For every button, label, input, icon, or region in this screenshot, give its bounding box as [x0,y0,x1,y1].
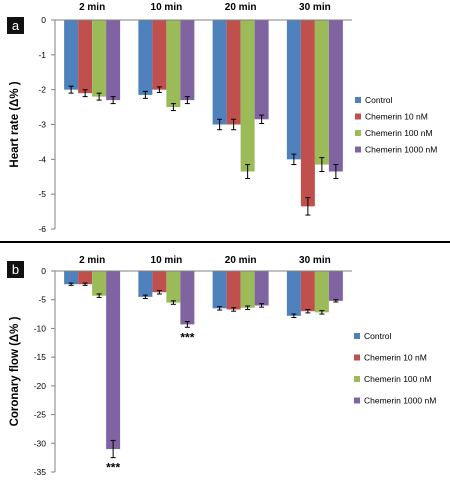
bar-chemerin-100-nm-30-min [314,271,329,313]
bar-chemerin-1000-nm-2-min [106,20,121,101]
panel-label-box [7,261,24,278]
bar-chemerin-100-nm-2-min [92,20,107,97]
panel-label-box [7,17,24,34]
y-tick-label: -5 [38,189,46,199]
legend-swatch-chemerin-10-nm [354,354,360,361]
bar-chemerin-10-nm-2-min [78,271,93,285]
y-tick-label: -4 [38,154,46,164]
y-tick-label: 0 [41,15,46,25]
bar-chemerin-1000-nm-10-min [180,271,195,325]
legend-swatch-chemerin-100-nm [354,376,360,382]
category-label: 2 min [79,255,105,266]
heart-rate-chart: a Heart rate (Δ% ) 0 -1 -2 -3 -4 -5 -6 2 min 10 mi… [7,2,437,234]
legend-swatch-chemerin-1000-nm [355,146,361,153]
bar-chemerin-100-nm-20-min [240,20,255,172]
bar-control-10-min [138,271,153,297]
bar-chemerin-1000-nm-30-min [328,20,343,172]
bar-chemerin-10-nm-10-min [152,20,167,90]
legend-label: Chemerin 100 nM [364,374,432,384]
bar-chemerin-10-nm-30-min [300,20,315,207]
panel-label: b [12,262,19,277]
significance-annotation: *** [106,461,120,475]
bar-chemerin-1000-nm-10-min [180,20,195,101]
bar-chemerin-10-nm-20-min [226,20,241,125]
y-tick-label: 0 [41,266,46,276]
y-tick-label: -10 [34,323,47,333]
bar-chemerin-100-nm-10-min [166,271,181,303]
y-tick-label: -30 [34,438,47,448]
legend-label: Chemerin 100 nM [365,128,433,138]
category-label: 10 min [151,255,183,266]
y-axis-label: Coronary flow (Δ% ) [9,316,21,426]
bar-chemerin-10-nm-10-min [152,271,167,293]
bar-chemerin-10-nm-2-min [78,20,93,94]
y-tick-label: -35 [34,467,47,477]
bar-control-2-min [64,20,79,90]
legend-label: Control [365,95,393,105]
bar-chemerin-100-nm-2-min [92,271,107,296]
legend-label: Chemerin 1000 nM [365,145,437,155]
legend-swatch-control [355,97,361,103]
category-label: 2 min [79,2,105,13]
legend-swatch-chemerin-10-nm [355,113,361,120]
y-tick-label: -15 [34,352,47,362]
legend-swatch-chemerin-1000-nm [354,397,360,404]
legend-label: Chemerin 10 nM [365,112,428,122]
category-label: 20 min [225,2,257,13]
y-tick-label: -25 [34,410,47,420]
y-tick-label: -3 [38,120,46,130]
category-label: 30 min [299,255,331,266]
bar-chemerin-100-nm-20-min [240,271,255,308]
bar-chemerin-1000-nm-20-min [254,20,269,120]
bar-chemerin-10-nm-20-min [226,271,241,310]
bar-chemerin-1000-nm-2-min [106,271,121,450]
significance-annotation: *** [180,330,194,344]
category-label: 30 min [299,2,331,13]
bar-control-20-min [212,271,227,309]
y-tick-label: -20 [34,381,47,391]
bar-control-10-min [138,20,153,95]
legend-label: Control [364,331,392,341]
legend-label: Chemerin 10 nM [364,353,427,363]
legend-swatch-chemerin-100-nm [355,130,361,136]
y-tick-label: -6 [38,224,46,234]
y-axis-label: Heart rate (Δ% ) [9,81,21,167]
bar-control-2-min [64,271,79,285]
panel-divider [0,241,450,243]
category-label: 10 min [151,2,183,13]
bar-control-30-min [286,271,301,316]
legend-label: Chemerin 1000 nM [364,396,436,406]
legend-swatch-control [354,333,360,339]
y-tick-label: -2 [38,85,46,95]
y-tick-label: -5 [38,295,46,305]
bar-chemerin-100-nm-10-min [166,20,181,108]
bar-chemerin-1000-nm-20-min [254,271,269,306]
bar-chemerin-1000-nm-30-min [328,271,343,301]
bar-control-20-min [212,20,227,125]
y-tick-label: -1 [38,50,46,60]
bar-control-30-min [286,20,301,160]
bar-chemerin-100-nm-30-min [314,20,329,165]
bar-chemerin-10-nm-30-min [300,271,315,312]
coronary-flow-chart: b Coronary flow (Δ% ) 0 -5 -10 -15 -20 -25 -30 -3… [7,255,436,477]
panel-label: a [12,18,20,33]
category-label: 20 min [225,255,257,266]
